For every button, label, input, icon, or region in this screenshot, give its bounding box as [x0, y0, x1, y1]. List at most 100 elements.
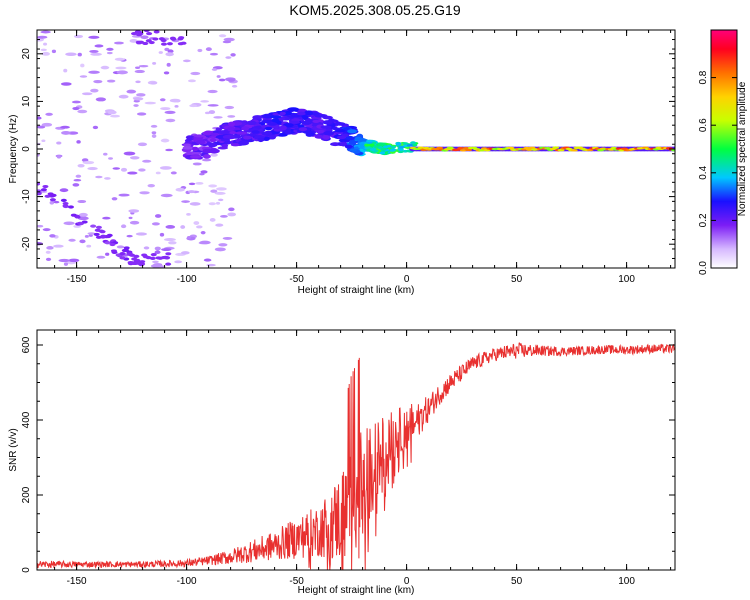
spectrogram-cell: [160, 107, 171, 111]
spectrogram-cell: [154, 214, 162, 218]
spectrogram-cell: [368, 143, 375, 147]
spectrogram-cell: [252, 115, 263, 120]
spectrogram-cell: [347, 129, 358, 134]
spectrogram-cell: [182, 146, 193, 150]
spectrogram-x-tick-label: -100: [177, 274, 197, 285]
spectrogram-cell: [268, 134, 276, 140]
spectrogram-cell: [129, 38, 138, 43]
snr-panel: -150 -100 -50 0 50 100 0 200 400 600 Height of s…: [8, 329, 676, 596]
spectrogram-cell: [102, 216, 111, 220]
spectrogram-cell: [222, 236, 233, 240]
spectrogram-cell: [78, 212, 88, 217]
spectrogram-cell: [138, 168, 146, 172]
spectrogram-cell: [155, 256, 162, 260]
spectrogram-cell: [151, 131, 157, 135]
spectrogram-cell: [302, 130, 313, 134]
spectrogram-cell: [199, 240, 211, 245]
spectrogram-cell: [507, 146, 515, 150]
snr-y-tick-label: 600: [21, 336, 32, 353]
spectrogram-cell: [340, 141, 348, 147]
spectrogram-cell: [193, 134, 205, 138]
spectrogram-cell: [364, 145, 371, 149]
spectrogram-cell: [149, 256, 156, 260]
spectrogram-cell: [88, 234, 93, 237]
spectrogram-cell: [287, 107, 300, 112]
spectrogram-cell: [190, 71, 201, 76]
spectrogram-cell: [207, 89, 218, 94]
spectrogram-cell: [58, 258, 70, 263]
spectrogram-cell: [68, 258, 80, 263]
spectrogram-cell: [65, 52, 77, 57]
spectrogram-cell: [227, 115, 236, 118]
spectrogram-cell: [366, 139, 373, 143]
spectrogram-cell: [81, 92, 93, 96]
spectrogram-cell: [202, 154, 211, 159]
spectrogram-cell: [224, 105, 235, 110]
spectrogram-cell: [151, 222, 160, 226]
spectrogram-cell: [164, 110, 176, 114]
spectrogram-cell: [118, 193, 130, 197]
spectrogram-cell: [271, 118, 280, 123]
spectrogram-cell: [119, 256, 126, 260]
spectrogram-y-ticks: -20 -10 0 10 20: [21, 29, 675, 269]
spectrogram-cell: [207, 104, 219, 107]
spectrogram-cell: [116, 70, 128, 75]
spectrogram-cell: [209, 52, 219, 56]
spectrogram-cell: [188, 190, 196, 194]
spectrogram-cell: [257, 137, 265, 143]
spectrogram-cell: [195, 139, 206, 145]
spectrogram-cell: [209, 137, 217, 143]
spectrogram-cell: [181, 200, 190, 203]
spectrogram-y-label: Frequency (Hz): [8, 115, 19, 184]
spectrogram-cell: [77, 199, 87, 204]
colorbar-tick-label: 0.4: [698, 165, 709, 179]
spectrogram-cell: [170, 37, 177, 41]
spectrogram-cell: [88, 35, 100, 39]
spectrogram-cell: [241, 126, 250, 131]
spectrogram-marks: [37, 30, 675, 268]
spectrogram-cell: [230, 53, 236, 57]
spectrogram-cell: [189, 155, 201, 159]
spectrogram-cell: [200, 100, 209, 103]
spectrogram-cell: [229, 131, 237, 135]
snr-y-tick-label: 0: [21, 567, 32, 573]
spectrogram-cell: [41, 122, 53, 127]
spectrogram-cell: [227, 79, 235, 82]
spectrogram-cell: [158, 51, 163, 54]
spectrogram-cell: [73, 225, 81, 228]
spectrogram-cell: [160, 138, 170, 143]
spectrogram-cell: [528, 146, 536, 149]
spectrogram-cell: [53, 200, 60, 204]
spectrogram-cell: [154, 246, 161, 251]
spectrogram-cell: [671, 149, 675, 152]
spectrogram-cell: [96, 255, 106, 259]
spectrogram-cell: [77, 52, 82, 57]
spectrogram-cell: [106, 79, 116, 83]
spectrogram-cell: [261, 113, 274, 119]
spectrogram-cell: [417, 146, 425, 149]
spectrogram-cell: [174, 105, 179, 108]
spectrogram-cell: [37, 125, 46, 129]
spectrogram-cell: [106, 47, 114, 51]
spectrogram-cell: [364, 143, 371, 147]
spectrogram-cell: [67, 205, 74, 209]
spectrogram-x-tick-label: 0: [404, 274, 410, 285]
spectrogram-cell: [193, 221, 200, 225]
spectrogram-cell: [134, 69, 145, 74]
spectrogram-cell: [188, 182, 196, 186]
spectrogram-cell: [72, 183, 80, 187]
spectrogram-cell: [88, 70, 100, 74]
spectrogram-cell: [160, 193, 173, 198]
spectrogram-cell: [397, 148, 404, 152]
spectrogram-cell: [314, 134, 325, 139]
spectrogram-cell: [213, 116, 223, 119]
spectrogram-cell: [137, 142, 148, 147]
spectrogram-cell: [159, 98, 166, 102]
spectrogram-cell: [465, 148, 473, 152]
colorbar-tick-label: 0.8: [698, 70, 709, 84]
spectrogram-cell: [115, 66, 127, 70]
spectrogram-cell: [220, 214, 228, 218]
spectrogram-cell: [322, 135, 330, 140]
spectrogram-cell: [348, 140, 357, 145]
spectrogram-cell: [73, 178, 82, 182]
